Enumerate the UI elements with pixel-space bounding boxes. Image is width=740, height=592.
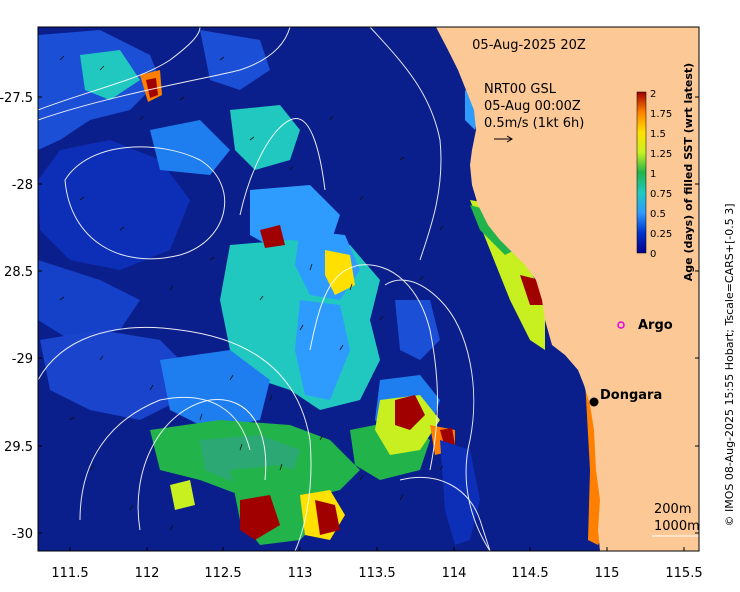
y-tick-label: -28: [12, 178, 33, 193]
x-axis: 111.5 112 112.5 113 113.5 114 114.5 115 …: [51, 547, 703, 581]
x-tick-label: 113.5: [358, 566, 395, 581]
colorbar-tick: 0.75: [650, 189, 672, 200]
colorbar: 2 1.75 1.5 1.25 1 0.75 0.5 0.25 0 Age (d…: [636, 63, 695, 281]
colorbar-tick: 0.25: [650, 229, 672, 240]
current-vectors: [59, 55, 444, 531]
x-tick-label: 112.5: [204, 566, 241, 581]
plot-frame: [37, 26, 700, 552]
y-tick-label: -30: [12, 527, 33, 542]
colorbar-tick: 1: [650, 169, 656, 180]
colorbar-gradient: [636, 91, 647, 254]
current-scale-label: 0.5m/s (1kt 6h): [484, 116, 584, 131]
x-tick-label: 112: [135, 566, 160, 581]
colorbar-tick: 1.5: [650, 129, 666, 140]
current-source-label: NRT00 GSL: [484, 82, 557, 97]
land-mass: [436, 27, 699, 551]
map-plot-area: [38, 27, 699, 551]
contour-1000m-label: 1000m: [654, 519, 700, 534]
colorbar-tick: 0.5: [650, 209, 666, 220]
colorbar-tick: 1.75: [650, 109, 672, 120]
x-tick-label: 113: [288, 566, 313, 581]
dongara-label: Dongara: [600, 388, 662, 403]
current-time-label: 05-Aug 00:00Z: [484, 99, 581, 114]
dongara-marker[interactable]: [589, 397, 599, 407]
colorbar-label: Age (days) of filled SST (wrt latest): [682, 63, 695, 281]
y-tick-label: 29.5: [4, 440, 33, 455]
x-tick-label: 115: [595, 566, 620, 581]
x-tick-label: 115.5: [665, 566, 702, 581]
sst-patches: [38, 30, 610, 545]
x-tick-label: 114: [442, 566, 467, 581]
timestamp-label: 05-Aug-2025 20Z: [472, 38, 586, 53]
y-tick-label: -27.5: [0, 91, 33, 106]
depth-contours: [38, 27, 491, 551]
colorbar-tick: 0: [650, 249, 656, 260]
contour-200m-label: 200m: [654, 502, 691, 517]
colorbar-tick: 1.25: [650, 149, 672, 160]
current-scale-arrow: [494, 135, 513, 143]
x-tick-label: 111.5: [51, 566, 88, 581]
argo-label: Argo: [638, 318, 673, 333]
y-axis: -27.5 -28 28.5 -29 29.5 -30: [0, 91, 699, 542]
argo-marker[interactable]: [617, 321, 625, 329]
credit-label: © IMOS 08-Aug-2025 15:55 Hobart; Tscale=…: [723, 203, 736, 526]
x-tick-label: 114.5: [511, 566, 548, 581]
colorbar-tick: 2: [650, 89, 656, 100]
y-tick-label: -29: [12, 352, 33, 367]
y-tick-label: 28.5: [4, 265, 33, 280]
